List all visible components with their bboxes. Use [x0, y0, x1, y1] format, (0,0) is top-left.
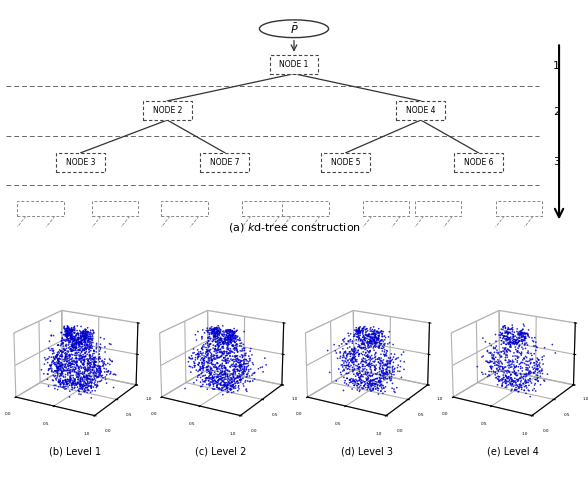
Text: 2: 2 — [553, 107, 560, 117]
FancyBboxPatch shape — [201, 153, 249, 172]
Text: NODE 3: NODE 3 — [66, 158, 95, 167]
FancyBboxPatch shape — [56, 153, 105, 172]
Text: (a) $k$d-tree construction: (a) $k$d-tree construction — [228, 221, 360, 234]
Text: NODE 5: NODE 5 — [331, 158, 360, 167]
Title: (b) Level 1: (b) Level 1 — [49, 446, 101, 456]
FancyBboxPatch shape — [396, 101, 445, 120]
FancyBboxPatch shape — [162, 201, 208, 216]
Title: (c) Level 2: (c) Level 2 — [195, 446, 247, 456]
FancyBboxPatch shape — [92, 201, 138, 216]
Text: NODE 2: NODE 2 — [152, 106, 182, 115]
Ellipse shape — [259, 20, 329, 38]
Text: 3: 3 — [553, 157, 560, 167]
Text: NODE 4: NODE 4 — [406, 106, 436, 115]
FancyBboxPatch shape — [143, 101, 192, 120]
FancyBboxPatch shape — [322, 153, 370, 172]
FancyBboxPatch shape — [363, 201, 409, 216]
FancyBboxPatch shape — [496, 201, 542, 216]
Text: 1: 1 — [553, 60, 560, 71]
Text: $\bar{P}$: $\bar{P}$ — [290, 22, 298, 36]
FancyBboxPatch shape — [242, 201, 288, 216]
FancyBboxPatch shape — [415, 201, 461, 216]
Text: NODE 6: NODE 6 — [464, 158, 493, 167]
Title: (e) Level 4: (e) Level 4 — [487, 446, 539, 456]
Text: NODE 1: NODE 1 — [279, 60, 309, 69]
Text: NODE 7: NODE 7 — [210, 158, 239, 167]
FancyBboxPatch shape — [454, 153, 503, 172]
FancyBboxPatch shape — [282, 201, 329, 216]
FancyBboxPatch shape — [18, 201, 64, 216]
FancyBboxPatch shape — [269, 55, 319, 74]
Title: (d) Level 3: (d) Level 3 — [341, 446, 393, 456]
